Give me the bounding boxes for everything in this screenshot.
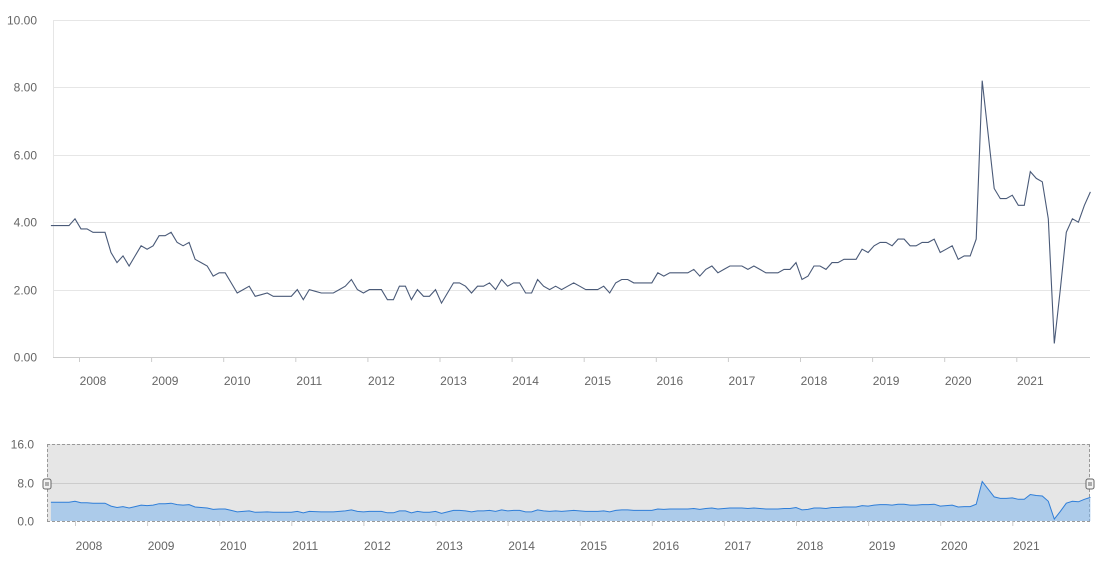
navigator-series-line <box>50 480 1091 521</box>
navigator-x-tick-label: 2013 <box>436 539 463 553</box>
x-tick-label: 2018 <box>801 374 828 388</box>
x-tick-label: 2017 <box>729 374 756 388</box>
x-tick-label: 2012 <box>368 374 395 388</box>
x-tick-label: 2016 <box>656 374 683 388</box>
x-tick-label: 2010 <box>224 374 251 388</box>
navigator-x-tick-label: 2014 <box>508 539 535 553</box>
navigator-y-tick-label: 0.0 <box>17 515 34 529</box>
navigator-x-tick-label: 2008 <box>76 539 103 553</box>
x-tick-label: 2008 <box>80 374 107 388</box>
navigator-handle-right[interactable] <box>1085 478 1095 490</box>
navigator-series-area <box>50 481 1091 521</box>
x-tick-label: 2021 <box>1017 374 1044 388</box>
navigator-x-tick-label: 2009 <box>148 539 175 553</box>
navigator-x-tick-label: 2015 <box>580 539 607 553</box>
navigator-x-axis: 2008 2009 2010 2011 2012 2013 2014 2015 2016 2017… <box>75 521 1040 553</box>
y-tick-label: 0.00 <box>14 351 38 365</box>
navigator-handle-left[interactable] <box>42 478 52 490</box>
navigator-x-tick-label: 2021 <box>1013 539 1040 553</box>
navigator-x-tick-label: 2018 <box>797 539 824 553</box>
x-tick-label: 2011 <box>296 374 322 388</box>
main-y-axis: 0.00 2.00 4.00 6.00 8.00 10.00 <box>7 14 37 365</box>
x-tick-label: 2013 <box>440 374 467 388</box>
y-tick-label: 8.00 <box>14 81 38 95</box>
navigator-y-tick-label: 16.0 <box>11 438 35 452</box>
navigator-x-tick-label: 2019 <box>869 539 896 553</box>
main-grid <box>53 20 1090 291</box>
y-tick-label: 10.00 <box>7 14 37 28</box>
x-tick-label: 2014 <box>512 374 539 388</box>
x-tick-label: 2015 <box>584 374 611 388</box>
x-tick-label: 2020 <box>945 374 972 388</box>
y-tick-label: 6.00 <box>14 149 38 163</box>
navigator-x-tick-label: 2017 <box>725 539 752 553</box>
navigator-y-axis: 0.0 8.0 16.0 <box>11 438 35 529</box>
y-tick-label: 4.00 <box>14 216 38 230</box>
navigator-x-tick-label: 2010 <box>220 539 247 553</box>
y-tick-label: 2.00 <box>14 284 38 298</box>
navigator-x-tick-label: 2020 <box>941 539 968 553</box>
navigator-x-tick-label: 2012 <box>364 539 391 553</box>
navigator-x-tick-label: 2011 <box>292 539 318 553</box>
navigator-y-tick-label: 8.0 <box>17 477 34 491</box>
navigator[interactable]: 0.08.016.0 2008 2009 2010 2011 2012 2013 2014 2… <box>11 438 1095 554</box>
x-tick-label: 2019 <box>873 374 900 388</box>
series-line <box>50 80 1091 344</box>
main-x-axis: 2008 2009 2010 2011 2012 2013 2014 2015 2016 2017… <box>79 357 1044 388</box>
navigator-x-tick-label: 2016 <box>652 539 679 553</box>
x-tick-label: 2009 <box>152 374 179 388</box>
